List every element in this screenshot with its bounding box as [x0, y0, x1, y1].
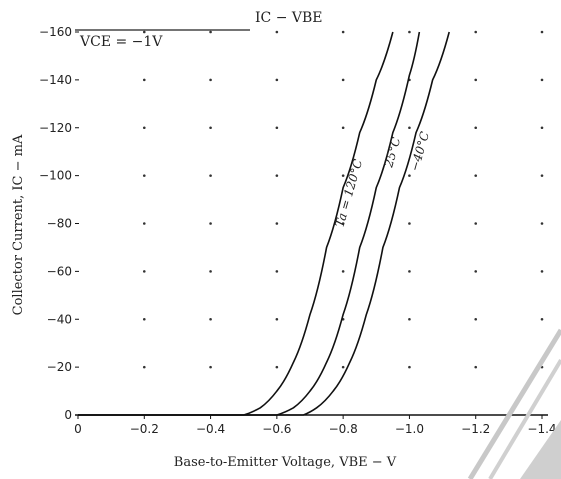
grid-dot — [341, 222, 345, 225]
grid-dot — [540, 174, 544, 177]
grid-dot — [209, 270, 212, 273]
grid-dot — [341, 174, 345, 177]
grid-dot — [275, 270, 279, 273]
grid-dot — [408, 270, 411, 273]
grid-dot — [209, 78, 212, 82]
grid-dot — [540, 222, 544, 225]
chart-title: IC − VBE — [255, 10, 323, 26]
grid-dot — [209, 222, 212, 225]
y-tick-label: −120 — [39, 121, 72, 135]
grid-dot — [341, 78, 345, 82]
grid-dot — [474, 222, 478, 225]
grid-dot — [474, 317, 478, 321]
series-line-2 — [78, 31, 450, 416]
grid-dot — [142, 222, 146, 225]
series-lines — [78, 31, 450, 416]
x-tick-label: −1.4 — [527, 422, 556, 436]
x-tick-label: −1.2 — [461, 422, 490, 436]
grid-dot — [209, 126, 212, 130]
grid-dot — [540, 126, 544, 130]
grid-dot — [341, 126, 345, 130]
grid-dot — [341, 270, 345, 273]
grid-dot — [275, 30, 279, 34]
grid-dot — [142, 30, 146, 34]
series-label-120c: Ta = 120°C — [332, 158, 365, 229]
grid-dot — [142, 126, 146, 130]
x-tick-label: 0 — [74, 422, 82, 436]
grid-dot — [408, 222, 411, 225]
series-line-1 — [78, 31, 421, 416]
y-axis-label: Collector Current, IC − mA — [11, 134, 26, 315]
x-tick-label: −0.2 — [130, 422, 159, 436]
grid-dot — [474, 78, 478, 82]
x-tick-label: −0.4 — [196, 422, 225, 436]
grid-dots — [142, 30, 544, 369]
grid-dot — [341, 365, 345, 369]
series-label-25c: 25°C — [381, 136, 403, 170]
series-line-0 — [78, 31, 394, 416]
x-tick-labels: 0 −0.2 −0.4 −0.6 −0.8 −1.0 −1.2 −1.4 — [74, 415, 557, 436]
y-tick-label: 0 — [64, 408, 72, 422]
y-tick-label: −100 — [39, 169, 72, 183]
grid-dot — [341, 30, 345, 34]
grid-dot — [474, 270, 478, 273]
y-tick-label: −140 — [39, 73, 72, 87]
grid-dot — [209, 30, 212, 34]
grid-dot — [275, 78, 279, 82]
grid-dot — [275, 317, 279, 321]
x-tick-label: −1.0 — [395, 422, 424, 436]
chart-subtitle: VCE = −1V — [79, 34, 163, 50]
grid-dot — [408, 30, 411, 34]
y-tick-label: −80 — [47, 217, 72, 231]
grid-dot — [142, 317, 146, 321]
grid-dot — [142, 78, 146, 82]
grid-dot — [408, 365, 411, 369]
x-tick-label: −0.6 — [262, 422, 291, 436]
y-tick-label: −20 — [47, 360, 72, 374]
grid-dot — [275, 174, 279, 177]
grid-dot — [142, 174, 146, 177]
grid-dot — [142, 270, 146, 273]
x-axis-label: Base-to-Emitter Voltage, VBE − V — [174, 455, 397, 470]
y-tick-label: −60 — [47, 264, 72, 278]
grid-dot — [540, 78, 544, 82]
grid-dot — [275, 126, 279, 130]
grid-dot — [474, 174, 478, 177]
grid-dot — [474, 126, 478, 130]
grid-dot — [474, 365, 478, 369]
grid-dot — [209, 174, 212, 177]
grid-dot — [540, 317, 544, 321]
grid-dot — [540, 270, 544, 273]
grid-dot — [408, 174, 411, 177]
watermark-stripes — [467, 328, 561, 479]
y-tick-labels: 0 −20 −40 −60 −80 −100 −120 −140 −160 — [39, 25, 79, 422]
grid-dot — [209, 365, 212, 369]
grid-dot — [142, 365, 146, 369]
y-tick-label: −40 — [47, 312, 72, 326]
grid-dot — [408, 126, 411, 130]
x-tick-label: −0.8 — [329, 422, 358, 436]
grid-dot — [474, 30, 478, 34]
grid-dot — [275, 365, 279, 369]
grid-dot — [408, 317, 411, 321]
grid-dot — [540, 30, 544, 34]
grid-dot — [275, 222, 279, 225]
y-tick-label: −160 — [39, 25, 72, 39]
grid-dot — [209, 317, 212, 321]
